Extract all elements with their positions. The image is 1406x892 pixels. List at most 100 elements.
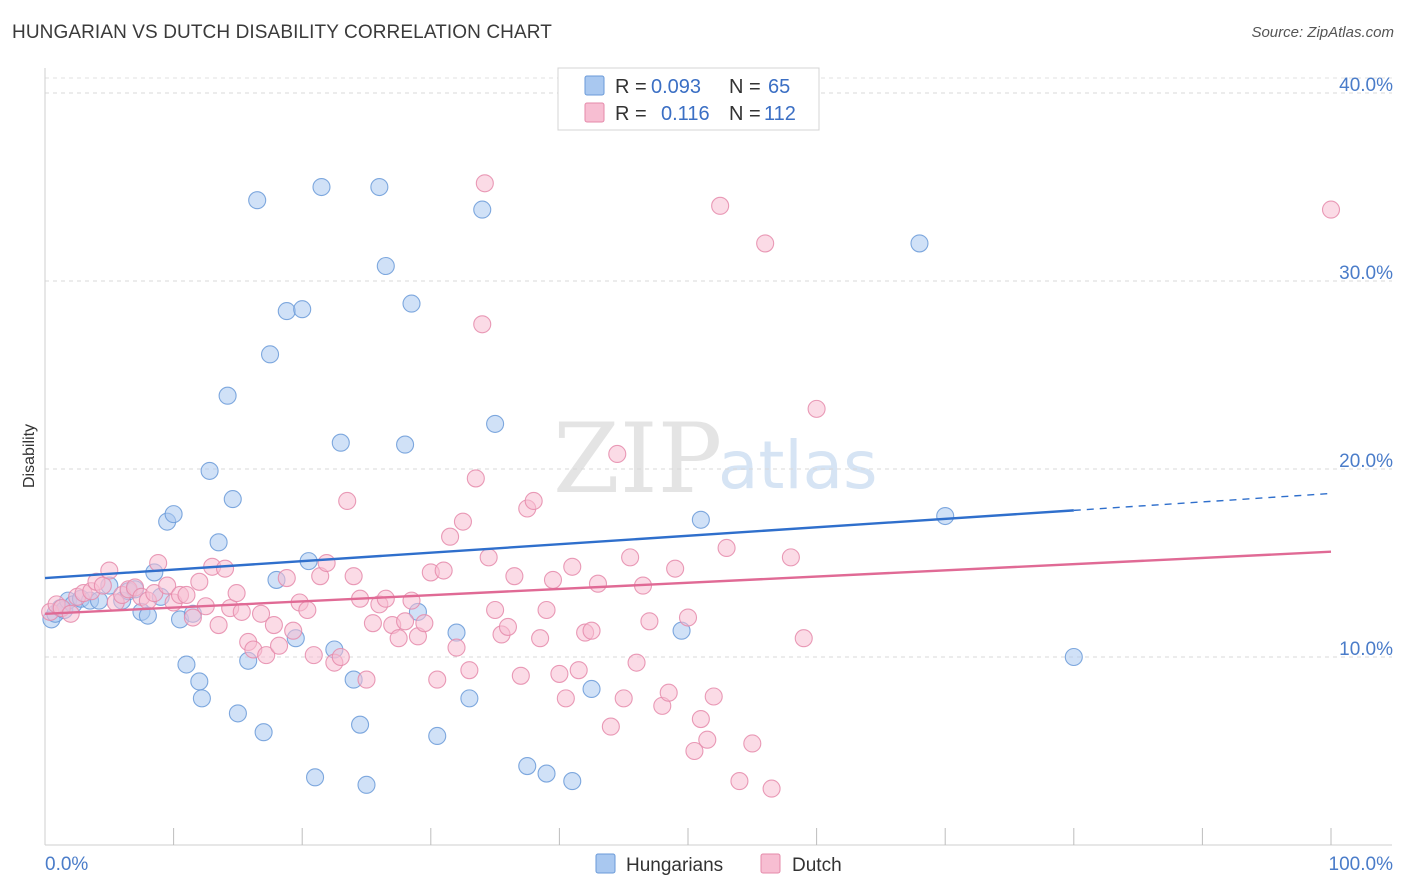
point-dutch bbox=[396, 612, 415, 631]
point-dutch bbox=[781, 548, 800, 567]
point-dutch bbox=[627, 653, 646, 672]
point-hungarians bbox=[428, 726, 447, 746]
legend-n-value-dutch: 112 bbox=[764, 103, 796, 125]
point-dutch bbox=[691, 709, 710, 729]
point-dutch bbox=[317, 553, 336, 573]
point-dutch bbox=[227, 584, 246, 603]
axes bbox=[44, 68, 1392, 846]
trend-line-dutch bbox=[44, 550, 1332, 615]
trend-line-hungarians bbox=[44, 509, 1074, 580]
point-dutch bbox=[270, 636, 289, 655]
point-hungarians bbox=[370, 177, 389, 197]
chart-title: HUNGARIAN VS DUTCH DISABILITY CORRELATIO… bbox=[12, 22, 552, 43]
legend-swatch-hungarians bbox=[584, 75, 605, 96]
point-dutch bbox=[215, 559, 235, 578]
point-dutch bbox=[640, 612, 659, 631]
legend-n-value-hungarians: 65 bbox=[768, 76, 790, 98]
point-hungarians bbox=[223, 490, 242, 509]
point-dutch bbox=[537, 600, 556, 620]
point-hungarians bbox=[293, 300, 312, 319]
point-dutch bbox=[717, 538, 736, 558]
point-hungarians bbox=[192, 689, 211, 708]
point-dutch bbox=[460, 661, 479, 680]
legend-r-value-hungarians: 0.093 bbox=[651, 76, 701, 98]
point-hungarians bbox=[209, 533, 228, 552]
point-dutch bbox=[498, 617, 518, 636]
point-dutch bbox=[277, 569, 296, 588]
point-dutch bbox=[543, 570, 563, 589]
watermark-zip: ZIP bbox=[553, 403, 722, 515]
point-dutch bbox=[473, 315, 492, 334]
trend-extension-hungarians bbox=[1073, 492, 1332, 512]
point-dutch bbox=[177, 585, 196, 605]
legend-r-label-dutch: R = bbox=[615, 103, 647, 125]
watermark: ZIP atlas bbox=[553, 403, 878, 515]
series-legend-label-dutch: Dutch bbox=[792, 855, 842, 876]
point-hungarians bbox=[936, 506, 955, 526]
point-hungarians bbox=[376, 256, 395, 276]
point-hungarians bbox=[691, 510, 710, 529]
point-dutch bbox=[666, 559, 685, 578]
point-hungarians bbox=[254, 723, 273, 742]
point-hungarians bbox=[582, 679, 601, 699]
series-dutch bbox=[41, 174, 1341, 798]
point-dutch bbox=[389, 629, 408, 648]
series-legend-label-hungarians: Hungarians bbox=[626, 855, 723, 876]
y-tick-labels: 10.0% 20.0% 30.0% 40.0% bbox=[1339, 75, 1393, 660]
point-dutch bbox=[466, 469, 485, 488]
point-hungarians bbox=[312, 177, 331, 197]
point-dutch bbox=[479, 548, 498, 567]
point-dutch bbox=[304, 646, 323, 665]
point-dutch bbox=[415, 614, 434, 633]
watermark-atlas: atlas bbox=[718, 427, 878, 504]
point-dutch bbox=[93, 576, 112, 595]
trend-lines bbox=[44, 492, 1332, 615]
x-tick-label-min: 0.0% bbox=[45, 854, 88, 875]
point-dutch bbox=[588, 574, 608, 593]
series-legend-swatch-hungarians bbox=[595, 853, 616, 874]
point-dutch bbox=[569, 661, 588, 680]
series-legend: Hungarians Dutch bbox=[595, 853, 842, 876]
x-tick-labels: 0.0% 100.0% bbox=[45, 854, 1393, 875]
point-dutch bbox=[762, 779, 781, 798]
point-dutch bbox=[685, 741, 704, 761]
point-dutch bbox=[357, 670, 376, 689]
x-tick-label-max: 100.0% bbox=[1329, 854, 1394, 875]
point-dutch bbox=[659, 683, 678, 702]
point-dutch bbox=[338, 491, 357, 511]
point-hungarians bbox=[486, 414, 505, 433]
point-dutch bbox=[582, 621, 601, 640]
point-hungarians bbox=[260, 345, 280, 364]
point-dutch bbox=[284, 621, 303, 640]
point-dutch bbox=[158, 576, 177, 595]
point-hungarians bbox=[1064, 647, 1083, 667]
point-dutch bbox=[264, 616, 283, 635]
point-hungarians bbox=[357, 775, 376, 794]
series-legend-swatch-dutch bbox=[760, 853, 781, 874]
point-hungarians bbox=[277, 302, 296, 321]
point-dutch bbox=[556, 689, 575, 708]
chart-source: Source: ZipAtlas.com bbox=[1251, 24, 1394, 41]
legend: R = 0.093 N = 65 R = 0.116 N = 112 bbox=[557, 67, 820, 131]
legend-r-value-dutch: 0.116 bbox=[661, 103, 710, 125]
point-dutch bbox=[743, 734, 762, 753]
point-hungarians bbox=[351, 715, 370, 734]
y-tick-label: 20.0% bbox=[1339, 451, 1393, 472]
point-dutch bbox=[209, 616, 228, 635]
point-dutch bbox=[756, 234, 775, 253]
point-dutch bbox=[190, 572, 209, 591]
grid-lines bbox=[45, 77, 1392, 658]
point-dutch bbox=[363, 614, 382, 633]
point-dutch bbox=[678, 608, 698, 627]
y-tick-label: 40.0% bbox=[1339, 75, 1393, 96]
point-hungarians bbox=[306, 768, 325, 787]
point-hungarians bbox=[228, 704, 247, 723]
point-dutch bbox=[550, 664, 569, 683]
point-hungarians bbox=[164, 505, 183, 524]
point-dutch bbox=[232, 602, 251, 621]
point-dutch bbox=[601, 717, 620, 736]
point-hungarians bbox=[910, 234, 929, 253]
point-dutch bbox=[704, 687, 723, 706]
point-dutch bbox=[100, 561, 119, 580]
